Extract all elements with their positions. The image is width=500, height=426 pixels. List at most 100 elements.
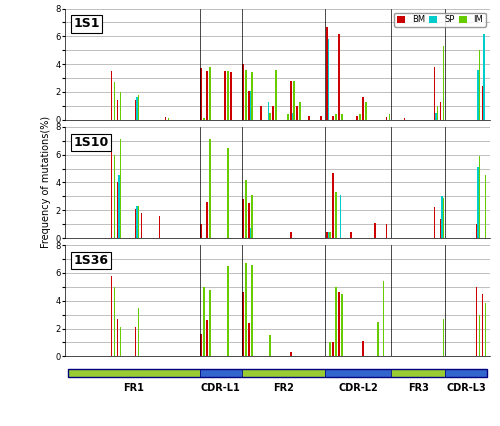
Bar [442,196,443,238]
Text: CDR-L2: CDR-L2 [338,383,378,393]
Bar [116,100,118,120]
Bar [270,335,271,356]
Bar [443,198,444,238]
Bar [440,219,442,238]
Bar [260,106,262,120]
Bar [329,343,330,356]
Bar [272,106,274,120]
Bar [242,292,244,356]
FancyBboxPatch shape [242,369,326,377]
Bar [292,113,293,120]
Bar [482,294,484,356]
Bar [136,206,138,238]
Bar [120,92,121,120]
FancyBboxPatch shape [445,369,487,377]
Bar [308,115,310,120]
Bar [335,114,336,120]
Bar [290,81,292,120]
FancyBboxPatch shape [326,369,391,377]
Bar [250,91,252,120]
Bar [476,287,478,356]
Bar [120,139,121,238]
Bar [377,322,378,356]
Bar [443,46,444,120]
Bar [479,50,480,120]
Bar [138,95,139,120]
Bar [228,266,229,356]
Bar [114,287,115,356]
Bar [224,71,226,120]
Bar [338,292,340,356]
Bar [434,67,436,120]
Bar [116,319,118,356]
Bar [248,203,250,238]
Bar [114,155,115,238]
Text: 1S10: 1S10 [74,136,109,149]
Bar [320,115,322,120]
Text: CDR-L3: CDR-L3 [446,383,486,393]
Bar [482,86,484,120]
Bar [252,195,253,238]
Legend: BM, SP, IM: BM, SP, IM [394,13,486,27]
Text: CDR-L1: CDR-L1 [201,383,240,393]
Bar [164,117,166,120]
FancyBboxPatch shape [68,369,200,377]
Bar [479,315,480,356]
Bar [293,81,294,120]
Text: 1S36: 1S36 [74,254,108,267]
Bar [374,223,376,238]
Bar [136,98,138,120]
Bar [335,287,336,356]
Bar [332,173,334,238]
Bar [440,102,442,120]
Bar [386,224,388,238]
Bar [250,228,252,238]
Bar [434,207,436,238]
Bar [228,71,229,120]
Bar [296,106,298,120]
Bar [340,195,341,238]
Bar [287,114,288,120]
Bar [268,102,270,120]
FancyBboxPatch shape [391,369,445,377]
FancyBboxPatch shape [200,369,241,377]
Text: FR2: FR2 [273,383,294,393]
Bar [206,320,208,356]
Bar [204,118,205,120]
Bar [134,209,136,238]
Bar [246,180,247,238]
Bar [140,213,142,238]
Bar [246,263,247,356]
Bar [248,91,250,120]
Bar [350,233,352,238]
Bar [404,118,406,120]
Bar [138,308,139,356]
Bar [329,233,330,238]
Bar [485,176,486,238]
Bar [246,70,247,120]
Bar [335,192,336,238]
Bar [210,290,211,356]
Bar [479,156,480,238]
Bar [386,117,388,120]
Bar [356,115,358,120]
Bar [436,113,437,120]
Bar [338,34,340,120]
Bar [228,148,229,238]
Bar [200,224,202,238]
Bar [206,71,208,120]
Bar [276,70,277,120]
Bar [485,303,486,356]
Bar [248,323,250,356]
Bar [230,72,232,120]
Bar [478,167,479,238]
Bar [242,199,244,238]
Text: FR1: FR1 [124,383,144,393]
Bar [332,115,334,120]
Bar [383,281,384,356]
Bar [443,319,444,356]
Bar [328,233,329,238]
Bar [200,68,202,120]
Bar [134,100,136,120]
Bar [200,334,202,356]
